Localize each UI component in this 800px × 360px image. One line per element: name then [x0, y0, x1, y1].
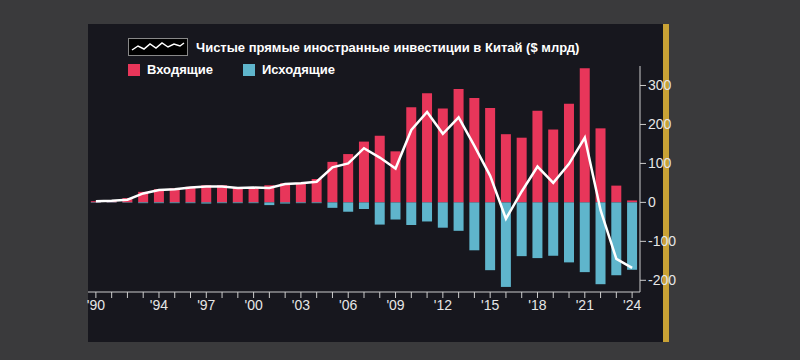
svg-text:'15: '15 [481, 297, 499, 313]
svg-text:'03: '03 [292, 297, 310, 313]
svg-text:'06: '06 [339, 297, 357, 313]
svg-text:300: 300 [648, 77, 672, 93]
svg-text:'21: '21 [576, 297, 594, 313]
svg-text:'09: '09 [386, 297, 404, 313]
svg-text:'12: '12 [434, 297, 452, 313]
svg-text:-200: -200 [648, 272, 676, 288]
svg-text:'24: '24 [623, 297, 641, 313]
svg-text:-100: -100 [648, 233, 676, 249]
html-text:Входящие: Входящие [147, 62, 213, 77]
svg-text:'94: '94 [150, 297, 168, 313]
svg-text:'90: '90 [87, 297, 105, 313]
html-text:Чистые прямые иностранные инве: Чистые прямые иностранные инвестиции в К… [196, 39, 580, 55]
html-text:Исходящие: Исходящие [261, 62, 335, 77]
svg-text:200: 200 [648, 116, 672, 132]
svg-text:'18: '18 [528, 297, 546, 313]
svg-text:100: 100 [648, 155, 672, 171]
svg-text:'97: '97 [197, 297, 215, 313]
svg-text:'00: '00 [244, 297, 262, 313]
svg-text:0: 0 [648, 194, 656, 210]
